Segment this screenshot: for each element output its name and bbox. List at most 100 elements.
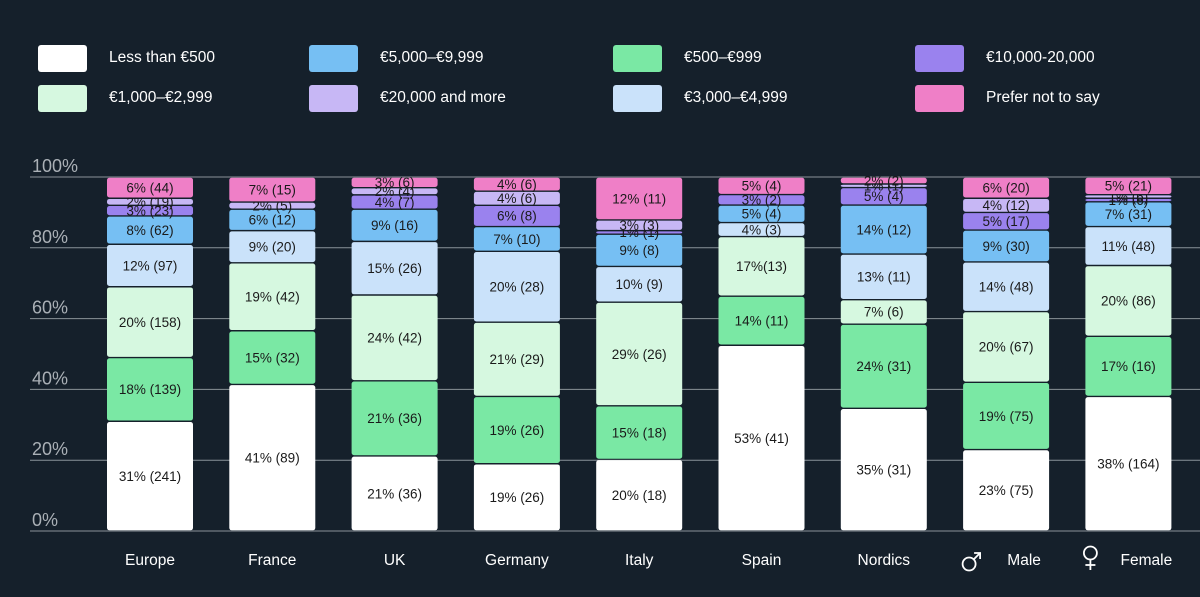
bar-segment xyxy=(963,262,1050,311)
bar-segment xyxy=(718,177,805,194)
data-label: 5% (4) xyxy=(864,189,904,204)
bar-segment xyxy=(718,345,805,531)
legend-item: €5,000–€9,999 xyxy=(309,44,483,72)
bar-segment xyxy=(963,230,1050,262)
bar-segment xyxy=(229,209,316,230)
bar-segment xyxy=(963,177,1050,198)
bar-segment xyxy=(229,331,316,384)
data-label: 3% (6) xyxy=(375,175,415,190)
data-label: 4% (6) xyxy=(497,177,537,192)
bar-segment xyxy=(229,177,316,202)
bar-segment xyxy=(1085,337,1172,396)
bar-segment xyxy=(107,358,193,421)
bar-segment xyxy=(229,263,316,331)
data-label: 3% (2) xyxy=(742,193,782,208)
legend-item: Prefer not to say xyxy=(915,84,1100,112)
legend-swatch xyxy=(613,44,662,72)
data-label: 2% (2) xyxy=(864,173,904,188)
bar-segment xyxy=(718,195,805,205)
bar-segment xyxy=(473,191,560,205)
data-label: 9% (30) xyxy=(982,239,1029,254)
data-label: 11% (48) xyxy=(1102,239,1156,254)
legend-item: €10,000-20,000 xyxy=(915,44,1095,72)
data-label: 7% (31) xyxy=(1105,207,1152,222)
data-label: 18% (139) xyxy=(119,382,181,397)
x-tick-label: UK xyxy=(384,552,406,569)
data-label: 2% (4) xyxy=(375,184,415,199)
bar-segment xyxy=(229,385,316,531)
legend-item: €1,000–€2,999 xyxy=(38,84,212,112)
data-label: 6% (12) xyxy=(249,213,296,228)
data-label: 24% (31) xyxy=(856,359,911,374)
data-label: 24% (42) xyxy=(367,331,422,346)
bar-segment xyxy=(351,188,438,195)
data-label: 4% (6) xyxy=(497,191,537,206)
data-label: 15% (32) xyxy=(245,350,300,365)
x-tick-label: Europe xyxy=(125,552,175,569)
y-tick-label: 0% xyxy=(32,510,58,530)
y-tick-label: 100% xyxy=(32,156,78,176)
bar-segment xyxy=(107,421,193,531)
x-tick-label: Male xyxy=(1007,552,1041,569)
data-label: 3% (23) xyxy=(126,203,173,218)
bar-segment xyxy=(473,464,560,531)
legend-swatch xyxy=(915,84,964,112)
bar-segment xyxy=(718,205,805,222)
data-label: 21% (36) xyxy=(367,486,422,501)
data-label: 8% (62) xyxy=(126,223,173,238)
data-label: 9% (16) xyxy=(371,218,418,233)
data-label: 14% (12) xyxy=(856,222,911,237)
data-label: 10% (9) xyxy=(616,277,663,292)
bar-segment xyxy=(351,209,438,241)
bar-segment xyxy=(473,252,560,322)
data-label: 2% (5) xyxy=(252,198,292,213)
bar-segment xyxy=(351,195,438,209)
bar-segment xyxy=(351,456,438,531)
bar-segment xyxy=(107,177,193,198)
bar-segment xyxy=(351,177,438,188)
legend-label: €3,000–€4,999 xyxy=(684,89,788,106)
bar-segment xyxy=(596,267,683,302)
y-tick-label: 60% xyxy=(32,298,68,318)
bar-segment xyxy=(473,397,560,464)
bar-segment xyxy=(840,184,927,187)
data-label: 7% (6) xyxy=(864,305,904,320)
bar-segment xyxy=(229,202,316,209)
bar-segment xyxy=(596,231,683,234)
legend-label: Less than €500 xyxy=(109,49,216,66)
legend-label: €5,000–€9,999 xyxy=(380,49,484,66)
bar-segment xyxy=(351,242,438,295)
bar-segment xyxy=(1085,195,1172,198)
data-label: 21% (36) xyxy=(367,411,422,426)
bar-segment xyxy=(963,198,1050,212)
data-label: 5% (21) xyxy=(1105,179,1152,194)
data-label: 6% (8) xyxy=(497,209,537,224)
legend-swatch xyxy=(309,84,358,112)
data-label: 19% (75) xyxy=(979,409,1034,424)
bar-segment xyxy=(473,227,560,251)
legend-item: €20,000 and more xyxy=(309,84,506,112)
x-tick-label: Nordics xyxy=(858,552,911,569)
bar-segment xyxy=(473,322,560,396)
bar-segment xyxy=(1085,227,1172,265)
bar-segment xyxy=(840,205,927,254)
bar-segment xyxy=(473,206,560,226)
bar-segment xyxy=(351,295,438,381)
bar-segment xyxy=(107,244,193,287)
chart-legend: Less than €500 €1,000–€2,999 €5,000–€9,999… xyxy=(38,42,1178,114)
legend-item: €500–€999 xyxy=(613,44,762,72)
x-tick-label: Female xyxy=(1121,552,1173,569)
legend-item: Less than €500 xyxy=(38,44,215,72)
data-label: 7% (15) xyxy=(249,182,296,197)
x-tick-label: Spain xyxy=(742,552,782,569)
bar-segment xyxy=(840,177,927,184)
bar-segment xyxy=(107,216,193,244)
data-label: 4% (7) xyxy=(375,195,415,210)
data-label: 15% (18) xyxy=(612,425,667,440)
data-label: 20% (28) xyxy=(490,280,545,295)
legend-label: €1,000–€2,999 xyxy=(109,89,213,106)
data-label: 9% (8) xyxy=(619,243,659,258)
data-label: 31% (241) xyxy=(119,469,181,484)
data-label: 17% (16) xyxy=(1101,359,1156,374)
data-label: 6% (44) xyxy=(126,180,173,195)
